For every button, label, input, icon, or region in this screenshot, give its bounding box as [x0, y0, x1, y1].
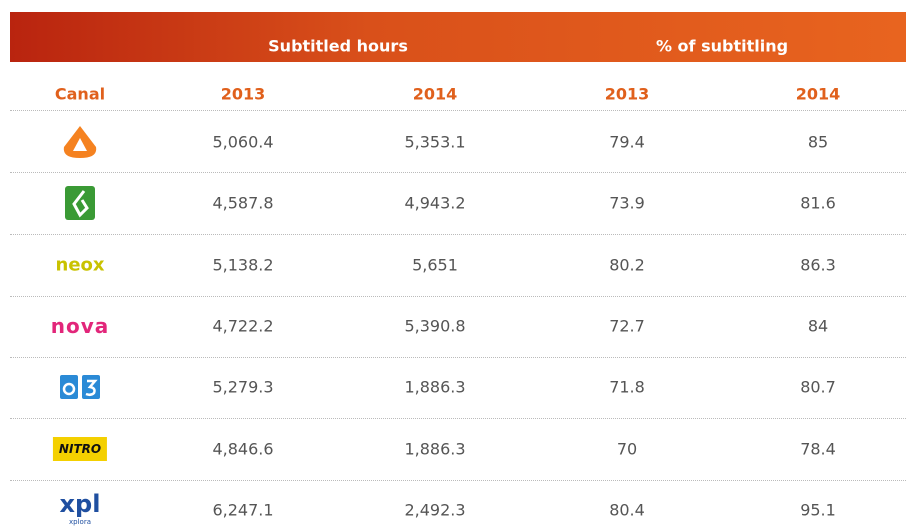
cell: 80.2	[609, 255, 645, 275]
group-header: % of subtitling	[655, 36, 789, 56]
cell: 5,390.8	[404, 316, 466, 336]
logo	[60, 375, 100, 400]
column-header: 2014	[412, 84, 458, 104]
cell: 5,353.1	[404, 132, 466, 152]
column-header: Canal	[54, 84, 106, 104]
column-header: 2013	[220, 84, 266, 104]
cell: 4,722.2	[212, 316, 274, 336]
row-separator	[10, 418, 906, 419]
cell: 70	[616, 439, 638, 458]
row-separator	[10, 110, 906, 111]
logo-subtext: xplora	[69, 517, 91, 526]
cell: 5,060.4	[212, 132, 274, 152]
column-header: 2014	[795, 84, 841, 104]
cell: 4,587.8	[212, 193, 274, 213]
logo-text: nova	[50, 313, 110, 338]
logo-text: neox	[55, 254, 105, 276]
logo-text: xpl	[59, 489, 101, 518]
cell: 6,247.1	[212, 500, 274, 520]
cell: 86.3	[800, 255, 836, 275]
cell: 4,943.2	[404, 193, 466, 213]
cell: 81.6	[800, 193, 836, 213]
cell: 78.4	[800, 439, 836, 458]
logo	[65, 186, 95, 221]
cell: 73.9	[609, 193, 645, 213]
cell: 4,846.6	[212, 439, 274, 458]
cell: 80.7	[800, 377, 836, 397]
cell: 5,279.3	[212, 377, 274, 397]
group-header: Subtitled hours	[268, 36, 408, 56]
row-separator	[10, 296, 906, 297]
cell: 1,886.3	[404, 377, 466, 397]
cell: 2,492.3	[404, 500, 466, 520]
cell: 84	[807, 316, 829, 336]
header-band	[10, 12, 906, 62]
logo	[62, 125, 98, 159]
row-separator	[10, 357, 906, 358]
cell: 71.8	[609, 377, 645, 397]
logo-text: NITRO	[52, 436, 108, 461]
cell: 5,138.2	[212, 255, 274, 275]
cell: 80.4	[609, 500, 645, 520]
cell: 1,886.3	[404, 439, 466, 458]
row-separator	[10, 480, 906, 481]
column-header: 2013	[604, 84, 650, 104]
cell: 79.4	[609, 132, 645, 152]
row-separator	[10, 234, 906, 235]
row-separator	[10, 172, 906, 173]
cell: 5,651	[412, 255, 458, 275]
cell: 85	[807, 132, 829, 152]
cell: 95.1	[800, 500, 836, 520]
cell: 72.7	[609, 316, 645, 336]
